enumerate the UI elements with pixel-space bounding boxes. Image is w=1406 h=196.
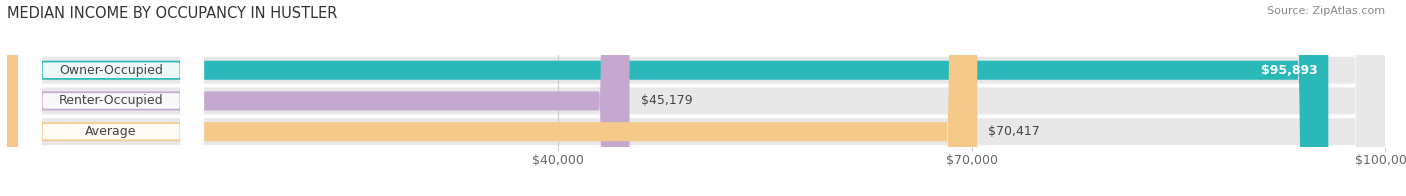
Text: Source: ZipAtlas.com: Source: ZipAtlas.com xyxy=(1267,6,1385,16)
Text: MEDIAN INCOME BY OCCUPANCY IN HUSTLER: MEDIAN INCOME BY OCCUPANCY IN HUSTLER xyxy=(7,6,337,21)
FancyBboxPatch shape xyxy=(7,0,1385,196)
FancyBboxPatch shape xyxy=(18,0,204,196)
Text: Average: Average xyxy=(86,125,136,138)
FancyBboxPatch shape xyxy=(18,0,204,196)
Text: $95,893: $95,893 xyxy=(1261,64,1317,77)
FancyBboxPatch shape xyxy=(7,0,1329,196)
FancyBboxPatch shape xyxy=(7,0,1385,196)
Text: $45,179: $45,179 xyxy=(641,94,692,107)
Text: Renter-Occupied: Renter-Occupied xyxy=(59,94,163,107)
FancyBboxPatch shape xyxy=(18,0,204,196)
FancyBboxPatch shape xyxy=(7,0,1385,196)
Text: $70,417: $70,417 xyxy=(988,125,1040,138)
Text: Owner-Occupied: Owner-Occupied xyxy=(59,64,163,77)
FancyBboxPatch shape xyxy=(7,0,977,196)
FancyBboxPatch shape xyxy=(7,0,630,196)
